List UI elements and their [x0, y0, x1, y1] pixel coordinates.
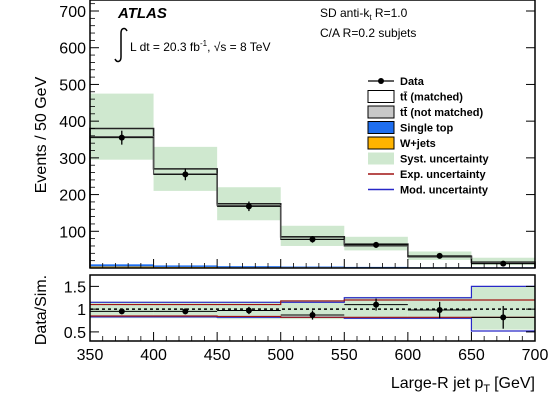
legend-label: Single top — [400, 123, 453, 135]
ratio-y-tick-label: 0.5 — [64, 325, 86, 342]
exp-uncertainty-high — [90, 299, 535, 306]
legend-swatch — [367, 136, 395, 150]
atlas-label: ATLAS — [117, 5, 167, 22]
ratio-point — [500, 314, 507, 321]
x-axis-title: Large-R jet pT [GeV] — [391, 375, 535, 395]
x-tick-label: 700 — [522, 347, 549, 364]
x-tick-label: 450 — [204, 347, 231, 364]
legend: Data tt̄ (matched) tt̄ (not matched) Single… — [367, 76, 490, 197]
ratio-syst-band — [90, 286, 535, 330]
ratio-point — [118, 308, 125, 315]
ratio-point — [436, 307, 443, 314]
legend-swatch — [368, 152, 394, 165]
x-tick-label: 650 — [458, 347, 485, 364]
luminosity-label: L dt = 20.3 fb-1, √s = 8 TeV — [114, 27, 270, 63]
ratio-point — [309, 312, 316, 319]
ratio-y-axis-title: Data/Sim. — [33, 275, 50, 345]
x-axis: 350 400 450 500 550 600 650 700 — [77, 332, 549, 364]
legend-label: tt̄ (matched) — [400, 92, 463, 104]
ratio-point — [182, 308, 189, 315]
single-top-bar — [153, 265, 218, 267]
ratio-y-axis: 0.5 1 1.5 — [64, 279, 535, 342]
y-tick-label: 700 — [59, 4, 86, 21]
svg-text:L dt = 20.3 fb-1, √s = 8 TeV: L dt = 20.3 fb-1, √s = 8 TeV — [130, 39, 270, 54]
ratio-point — [373, 301, 380, 308]
syst-band-bin — [280, 225, 345, 246]
x-tick-label: 400 — [140, 347, 167, 364]
legend-label: Mod. uncertainty — [400, 185, 489, 197]
y-tick-label: 300 — [59, 151, 86, 168]
syst-band-bin — [90, 93, 154, 160]
y-tick-label: 600 — [59, 41, 86, 58]
single-top-bar — [217, 266, 281, 268]
legend-swatch — [367, 105, 395, 119]
legend-data-marker — [378, 78, 384, 84]
y-tick-label: 500 — [59, 77, 86, 94]
integral-sign — [114, 27, 128, 63]
ratio-point — [245, 307, 252, 314]
data-point — [182, 171, 189, 178]
data-point — [309, 236, 316, 243]
top-x-ticks — [89, 259, 536, 268]
subjets-label: C/A R=0.2 subjets — [320, 26, 416, 40]
x-tick-label: 600 — [395, 347, 422, 364]
legend-swatch — [367, 121, 395, 134]
data-point — [118, 134, 125, 141]
ratio-plot-frame — [89, 274, 536, 342]
top-data-points — [90, 130, 535, 267]
ratio-y-tick-label: 1.5 — [64, 279, 86, 296]
y-tick-label: 100 — [59, 224, 86, 241]
top-y-axis: 100 200 300 400 500 600 700 — [59, 3, 535, 262]
top-plot-frame — [89, 0, 536, 269]
x-tick-label: 550 — [331, 347, 358, 364]
data-point — [500, 260, 507, 267]
legend-label: W+jets — [400, 138, 436, 150]
y-axis-title: Events / 50 GeV — [33, 76, 50, 193]
legend-label: Syst. uncertainty — [400, 154, 490, 166]
y-tick-label: 200 — [59, 188, 86, 205]
legend-swatch — [367, 90, 395, 103]
jet-algorithm-label: SD anti-kt R=1.0 — [320, 6, 408, 22]
single-top-bar — [90, 264, 154, 267]
data-point — [245, 203, 252, 210]
x-tick-label: 500 — [267, 347, 294, 364]
single-top-bar — [280, 266, 345, 268]
legend-label: Data — [400, 76, 425, 88]
y-tick-label: 400 — [59, 114, 86, 131]
data-point — [436, 252, 443, 259]
legend-label: tt̄ (not matched) — [400, 107, 483, 119]
legend-label: Exp. uncertainty — [400, 169, 486, 181]
x-tick-label: 350 — [77, 347, 104, 364]
ratio-y-tick-label: 1 — [77, 302, 86, 319]
ratio-data-points — [90, 298, 535, 329]
data-point — [373, 241, 380, 248]
